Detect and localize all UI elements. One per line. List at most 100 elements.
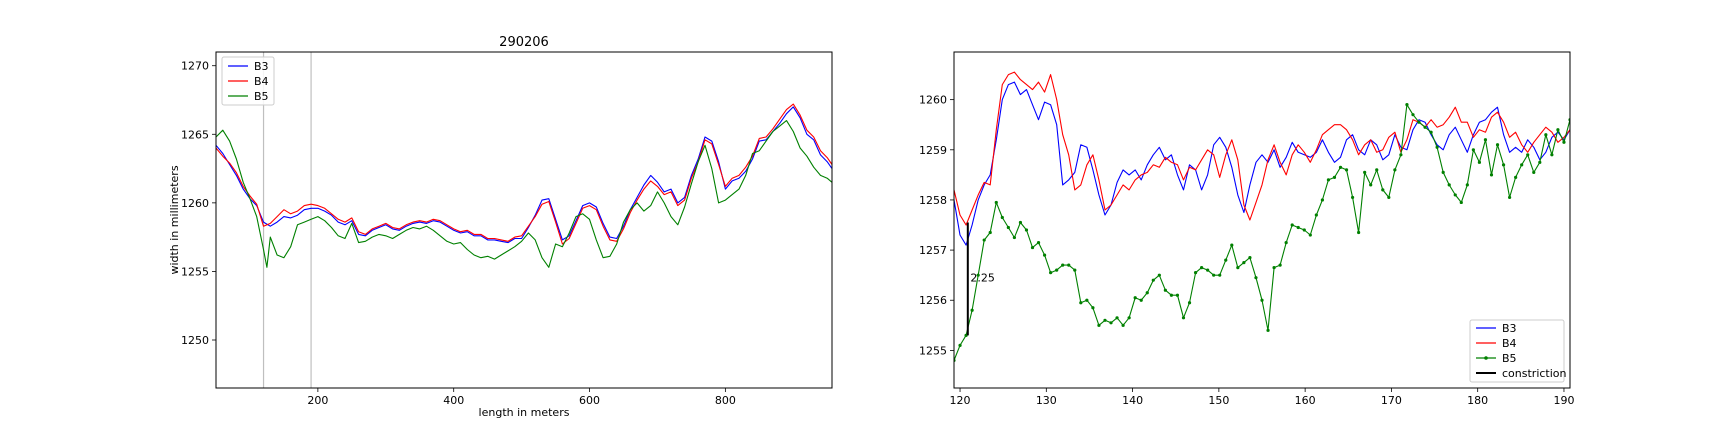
x-tick-label: 200: [307, 394, 328, 407]
x-tick-label: 800: [715, 394, 736, 407]
series-point-b5: [1501, 163, 1506, 167]
left-chart-plot-frame: [215, 51, 833, 389]
series-point-b5: [1471, 148, 1475, 152]
series-point-b5: [1369, 183, 1373, 187]
series-point-b5: [1260, 298, 1264, 302]
series-point-b5: [1350, 195, 1355, 200]
right-legend-frame: [1469, 319, 1565, 383]
series-point-b5: [976, 273, 980, 277]
right-chart-x-axis-ticks: 120 130 140 150 160 170 180 190: [950, 388, 1574, 407]
series-point-b5: [1314, 213, 1318, 217]
series-point-b5: [1514, 175, 1518, 179]
series-point-b5: [1091, 306, 1095, 310]
x-tick-label: 120: [950, 394, 971, 407]
series-point-b5: [1290, 223, 1294, 227]
x-tick-label: 400: [443, 394, 464, 407]
left-chart-y-axis-ticks: 1250 1255 1260 1265 1270: [181, 60, 216, 347]
series-point-b5: [1326, 178, 1331, 182]
x-tick-label: 180: [1467, 394, 1488, 407]
x-tick-label: 130: [1036, 394, 1057, 407]
left-legend-label-b3: B3: [254, 60, 269, 73]
series-point-b5: [1133, 296, 1137, 300]
series-point-b5: [1332, 175, 1337, 179]
series-point-b5: [1224, 258, 1228, 262]
series-point-b5: [1127, 316, 1131, 320]
left-chart-x-axis-ticks: 200 400 600 800: [307, 388, 736, 407]
y-tick-label: 1260: [919, 94, 947, 107]
series-point-b5: [1296, 225, 1300, 230]
left-chart-x-axis-label: length in meters: [479, 406, 570, 419]
right-legend-label-b3: B3: [1502, 322, 1517, 335]
series-point-b5: [1544, 133, 1548, 137]
series-point-b5: [1405, 103, 1409, 107]
series-point-b5: [1073, 268, 1077, 272]
series-point-b5: [1193, 271, 1198, 275]
series-point-b5: [1272, 266, 1276, 270]
series-line-b4: [954, 71, 1570, 226]
series-point-b5: [1357, 230, 1361, 235]
series-point-b5: [988, 230, 992, 235]
series-point-b5: [1248, 256, 1252, 260]
x-tick-label: 140: [1122, 394, 1143, 407]
series-point-b5: [1236, 266, 1240, 270]
x-tick-label: 160: [1295, 394, 1316, 407]
series-point-b5: [1338, 165, 1343, 169]
series-point-b5: [1381, 188, 1385, 192]
constriction-annotation: 2.25: [970, 272, 995, 285]
left-chart: 290206 200 400 600 800 1250 1255 1260 1265 1270…: [168, 35, 833, 419]
y-tick-label: 1255: [181, 265, 209, 278]
left-legend-label-b4: B4: [254, 75, 269, 88]
left-chart-title: 290206: [499, 35, 549, 50]
series-point-b5: [1061, 263, 1065, 267]
right-chart: 120 130 140 150 160 170 180 190 125512561257125…: [919, 51, 1574, 407]
series-point-b5: [1097, 323, 1101, 327]
series-point-b5: [1495, 143, 1500, 147]
series-point-b5: [1477, 160, 1482, 164]
series-point-b5: [1538, 160, 1542, 164]
series-point-b5: [1181, 316, 1186, 320]
series-point-b5: [1049, 271, 1053, 275]
series-point-b5: [1103, 318, 1107, 322]
y-tick-label: 1270: [181, 60, 209, 73]
right-legend-label-b4: B4: [1502, 337, 1517, 350]
y-tick-label: 1255: [919, 344, 947, 357]
left-chart-reference-lines: [262, 52, 312, 388]
series-line-b5: [216, 120, 832, 268]
series-point-b5: [1447, 183, 1451, 187]
series-point-b5: [1175, 293, 1180, 297]
series-point-b5: [1363, 170, 1367, 174]
series-point-b5: [1018, 220, 1023, 225]
series-point-b5: [1483, 138, 1488, 142]
series-point-b5: [1254, 276, 1258, 280]
series-point-b5: [1562, 140, 1566, 144]
series-point-b5: [1242, 261, 1246, 265]
series-point-b5: [994, 200, 998, 205]
y-tick-label: 1259: [919, 144, 947, 157]
series-point-b5: [1417, 120, 1421, 124]
x-tick-label: 600: [579, 394, 600, 407]
series-point-b5: [1320, 198, 1324, 202]
series-point-b5: [1151, 278, 1155, 282]
y-tick-label: 1260: [181, 197, 209, 210]
series-point-b5: [982, 238, 986, 242]
right-legend-marker-b5: [1484, 356, 1488, 360]
left-legend-label-b5: B5: [254, 90, 269, 103]
series-point-b5: [1556, 128, 1560, 132]
series-point-b5: [1230, 243, 1234, 247]
series-point-b5: [1030, 245, 1035, 250]
series-point-b5: [1435, 145, 1439, 149]
right-chart-y-axis-ticks: 1255 1256 1257 1258 1259 1260: [919, 94, 954, 357]
series-point-b5: [1375, 168, 1379, 172]
y-tick-label: 1250: [181, 334, 209, 347]
series-point-b5: [1145, 291, 1149, 295]
series-point-b5: [958, 343, 962, 347]
series-point-b5: [1109, 321, 1113, 325]
series-point-b5: [1218, 273, 1222, 277]
series-point-b5: [1429, 130, 1433, 134]
series-point-b5: [1411, 113, 1415, 117]
series-point-b5: [1308, 233, 1312, 237]
series-point-b5: [970, 308, 974, 312]
series-point-b5: [1042, 253, 1047, 257]
series-point-b5: [1212, 273, 1216, 277]
